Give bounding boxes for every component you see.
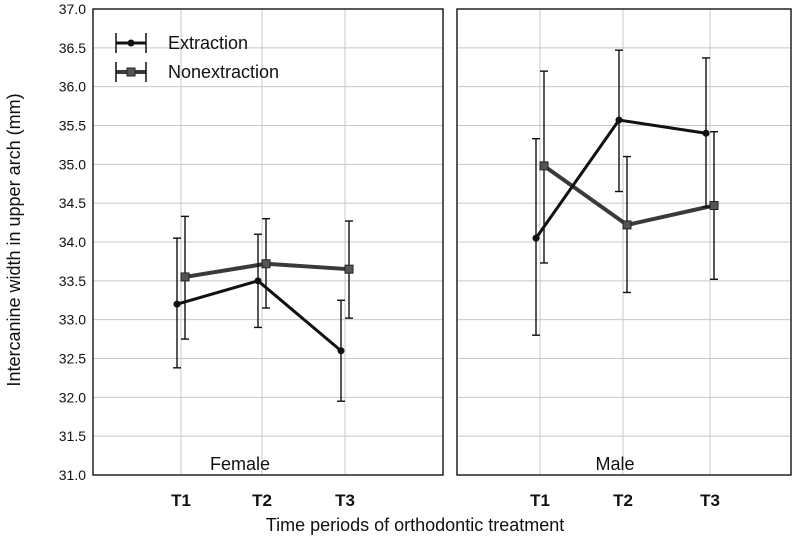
legend: Extraction Nonextraction — [115, 33, 279, 82]
panel-frames — [92, 8, 792, 476]
data-point-nonextraction — [261, 259, 271, 269]
panel-label-male: Male — [595, 454, 634, 474]
data-point-extraction — [532, 234, 540, 242]
x-tick-label-t2: T2 — [252, 491, 272, 510]
panel-frame-female — [92, 8, 444, 476]
y-tick-label: 36.0 — [59, 79, 86, 95]
series-extraction-male — [532, 49, 710, 336]
y-tick-label: 32.5 — [59, 351, 86, 367]
data-point-nonextraction — [180, 272, 190, 282]
panel-label-female: Female — [210, 454, 270, 474]
legend-label-nonextraction: Nonextraction — [168, 62, 279, 82]
data-point-nonextraction — [344, 264, 354, 274]
series-layer — [173, 49, 719, 402]
x-tick-label-t3: T3 — [335, 491, 355, 510]
data-point-extraction — [702, 129, 710, 137]
y-tick-label: 34.0 — [59, 234, 86, 250]
x-tick-label-t1: T1 — [171, 491, 191, 510]
y-tick-label: 31.5 — [59, 428, 86, 444]
y-tick-label: 34.5 — [59, 195, 86, 211]
legend-label-extraction: Extraction — [168, 33, 248, 53]
panel-frame-male — [456, 8, 792, 476]
series-nonextraction-male — [539, 70, 719, 294]
legend-marker-nonextraction — [115, 62, 147, 82]
x-tick-label-t1: T1 — [530, 491, 550, 510]
x-tick-label-t2: T2 — [613, 491, 633, 510]
series-extraction-female — [173, 233, 345, 402]
legend-marker-extraction — [115, 33, 147, 53]
y-tick-label: 31.0 — [59, 467, 86, 483]
y-axis-title: Intercanine width in upper arch (mm) — [4, 93, 24, 386]
y-tick-labels: 31.0 31.5 32.0 32.5 33.0 33.5 34.0 34.5 35.0 35.5… — [59, 1, 86, 483]
data-point-extraction — [173, 300, 181, 308]
y-tick-label: 33.0 — [59, 312, 86, 328]
series-nonextraction-female — [180, 215, 354, 340]
data-point-nonextraction — [622, 220, 632, 230]
x-tick-label-t3: T3 — [700, 491, 720, 510]
data-point-nonextraction — [539, 161, 549, 171]
x-axis-title: Time periods of orthodontic treatment — [266, 515, 564, 535]
data-point-extraction — [337, 347, 345, 355]
y-tick-label: 35.0 — [59, 156, 86, 172]
data-point-extraction — [615, 116, 623, 124]
series-line-extraction — [176, 279, 342, 352]
y-tick-label: 35.5 — [59, 118, 86, 134]
data-point-nonextraction — [709, 200, 719, 210]
data-point-extraction — [254, 277, 262, 285]
y-tick-label: 37.0 — [59, 1, 86, 17]
series-line-nonextraction — [542, 164, 715, 227]
y-tick-label: 36.5 — [59, 40, 86, 56]
x-tick-labels: T1 T2 T3 T1 T2 T3 — [171, 491, 720, 510]
y-tick-label: 33.5 — [59, 273, 86, 289]
y-tick-label: 32.0 — [59, 389, 86, 405]
